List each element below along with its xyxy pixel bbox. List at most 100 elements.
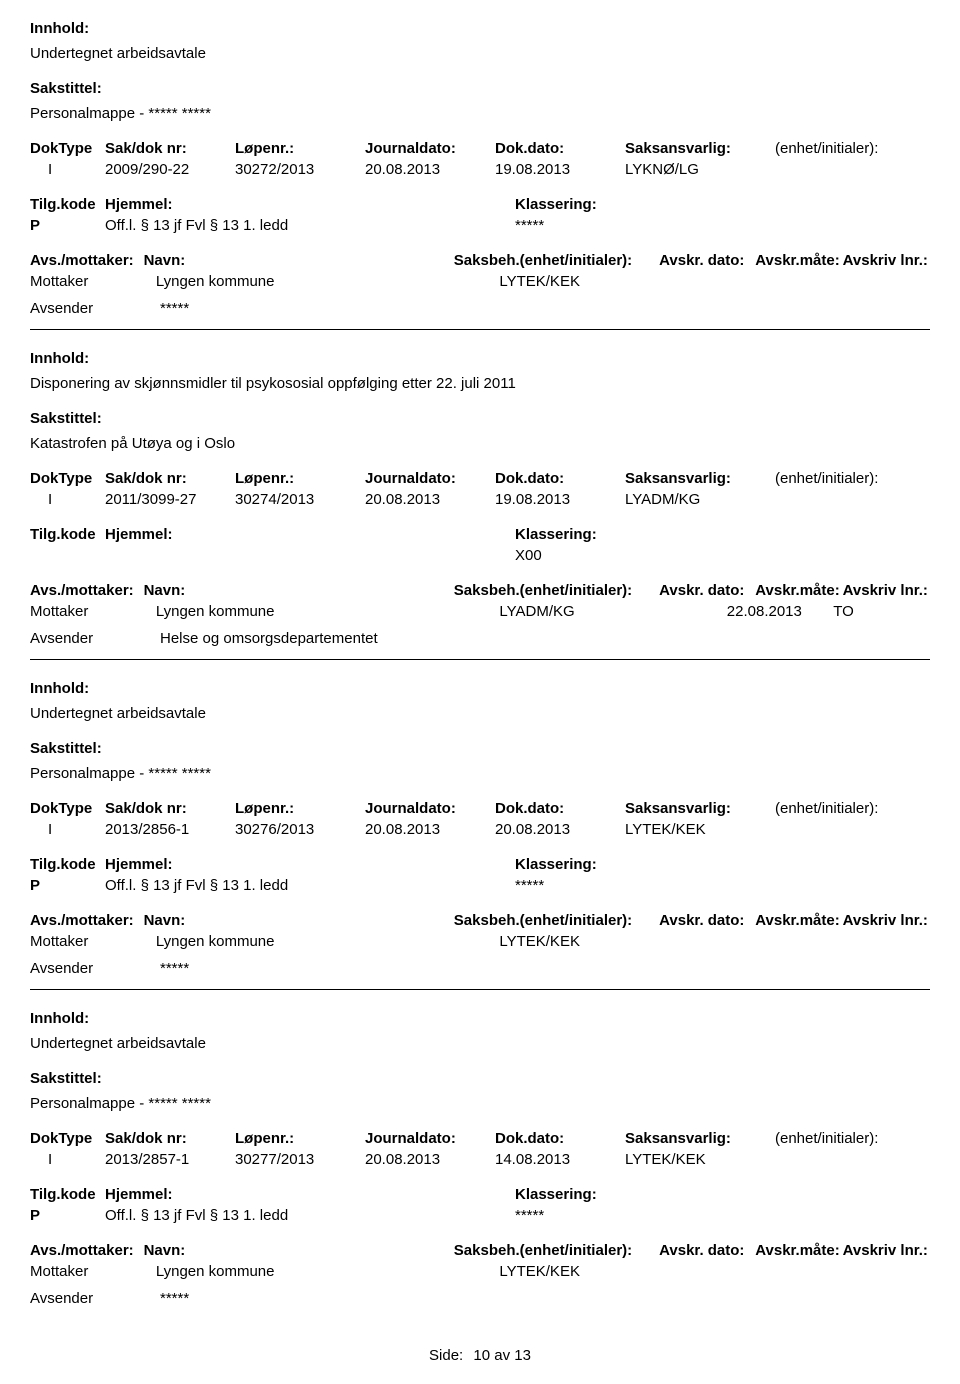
tilgkode-label: Tilg.kode: [30, 1186, 105, 1203]
innhold-value: Disponering av skjønnsmidler til psykoso…: [30, 375, 930, 392]
sakdok-value: 2013/2856-1: [105, 821, 235, 838]
lopenr-label: Løpenr.:: [235, 800, 365, 817]
tilg-data-row: P Off.l. § 13 jf Fvl § 13 1. ledd *****: [30, 217, 930, 234]
innhold-value: Undertegnet arbeidsavtale: [30, 45, 930, 62]
navn-label: Navn:: [144, 912, 454, 929]
hjemmel-value: Off.l. § 13 jf Fvl § 13 1. ledd: [105, 1207, 515, 1224]
dok-header-row: DokType Sak/dok nr: Løpenr.: Journaldato…: [30, 140, 930, 157]
sakstittel-value: Personalmappe - ***** *****: [30, 1095, 930, 1112]
dokdato-value: 20.08.2013: [495, 821, 625, 838]
dok-data-row: I 2009/290-22 30272/2013 20.08.2013 19.0…: [30, 161, 930, 178]
innhold-value: Undertegnet arbeidsavtale: [30, 1035, 930, 1052]
tilg-header-row: Tilg.kode Hjemmel: Klassering:: [30, 526, 930, 543]
doktype-label: DokType: [30, 800, 105, 817]
tilg-header-row: Tilg.kode Hjemmel: Klassering:: [30, 196, 930, 213]
navn-label: Navn:: [144, 252, 454, 269]
tilg-header-row: Tilg.kode Hjemmel: Klassering:: [30, 1186, 930, 1203]
doktype-label: DokType: [30, 1130, 105, 1147]
avs-header-row: Avs./mottaker: Navn: Saksbeh.(enhet/init…: [30, 1242, 930, 1259]
mottaker-avskrmate: TO: [833, 603, 930, 620]
record: Innhold: Disponering av skjønnsmidler ti…: [30, 350, 930, 660]
journaldato-label: Journaldato:: [365, 140, 495, 157]
lopenr-label: Løpenr.:: [235, 1130, 365, 1147]
page-current: 10: [473, 1347, 490, 1364]
dokdato-value: 19.08.2013: [495, 491, 625, 508]
mottaker-navn: Lyngen kommune: [156, 933, 500, 950]
saksansvarlig-label: Saksansvarlig:: [625, 800, 775, 817]
klassering-value: *****: [515, 877, 715, 894]
navn-label: Navn:: [144, 582, 454, 599]
saksansvarlig-label: Saksansvarlig:: [625, 140, 775, 157]
klassering-label: Klassering:: [515, 856, 715, 873]
saksbeh-label: Saksbeh.(enhet/initialer):: [454, 1242, 659, 1259]
tilgkode-value: P: [30, 1207, 105, 1224]
mottaker-saksbeh: LYTEK/KEK: [499, 1263, 726, 1280]
avskrlnr-label: Avskriv lnr.:: [843, 582, 930, 599]
avskrmate-label: Avskr.måte:: [755, 582, 842, 599]
tilg-data-row: P Off.l. § 13 jf Fvl § 13 1. ledd *****: [30, 1207, 930, 1224]
mottaker-label: Mottaker: [30, 603, 156, 620]
mottaker-avskrdato: 22.08.2013: [727, 603, 833, 620]
mottaker-navn: Lyngen kommune: [156, 273, 500, 290]
saksansvarlig-value: LYKNØ/LG: [625, 161, 775, 178]
record-divider: [30, 659, 930, 660]
dok-header-row: DokType Sak/dok nr: Løpenr.: Journaldato…: [30, 470, 930, 487]
mottaker-row: Mottaker Lyngen kommune LYADM/KG 22.08.2…: [30, 603, 930, 620]
record: Innhold: Undertegnet arbeidsavtale Sakst…: [30, 1010, 930, 1307]
klassering-label: Klassering:: [515, 1186, 715, 1203]
lopenr-label: Løpenr.:: [235, 140, 365, 157]
avskrlnr-label: Avskriv lnr.:: [843, 912, 930, 929]
avsender-navn: Helse og omsorgsdepartementet: [160, 630, 515, 647]
mottaker-row: Mottaker Lyngen kommune LYTEK/KEK: [30, 273, 930, 290]
mottaker-avskrdato: [727, 933, 833, 950]
innhold-label: Innhold:: [30, 680, 930, 697]
dokdato-value: 14.08.2013: [495, 1151, 625, 1168]
lopenr-label: Løpenr.:: [235, 470, 365, 487]
mottaker-avskrmate: [833, 273, 930, 290]
klassering-label: Klassering:: [515, 526, 715, 543]
avsender-label: Avsender: [30, 960, 160, 977]
hjemmel-value: [105, 547, 515, 564]
dok-header-row: DokType Sak/dok nr: Løpenr.: Journaldato…: [30, 800, 930, 817]
avsender-row: Avsender *****: [30, 960, 930, 977]
tilgkode-label: Tilg.kode: [30, 526, 105, 543]
tilgkode-label: Tilg.kode: [30, 856, 105, 873]
record: Innhold: Undertegnet arbeidsavtale Sakst…: [30, 680, 930, 990]
saksansvarlig-value: LYADM/KG: [625, 491, 775, 508]
sakdok-label: Sak/dok nr:: [105, 470, 235, 487]
tilg-header-row: Tilg.kode Hjemmel: Klassering:: [30, 856, 930, 873]
doktype-value: I: [30, 1151, 105, 1168]
enhet-value: [775, 491, 925, 508]
hjemmel-value: Off.l. § 13 jf Fvl § 13 1. ledd: [105, 877, 515, 894]
page-total: 13: [514, 1347, 531, 1364]
dok-data-row: I 2013/2857-1 30277/2013 20.08.2013 14.0…: [30, 1151, 930, 1168]
mottaker-avskrdato: [727, 1263, 833, 1280]
avskrmate-label: Avskr.måte:: [755, 1242, 842, 1259]
sakdok-value: 2013/2857-1: [105, 1151, 235, 1168]
saksansvarlig-value: LYTEK/KEK: [625, 821, 775, 838]
dok-data-row: I 2013/2856-1 30276/2013 20.08.2013 20.0…: [30, 821, 930, 838]
tilg-data-row: X00: [30, 547, 930, 564]
journaldato-value: 20.08.2013: [365, 161, 495, 178]
mottaker-navn: Lyngen kommune: [156, 603, 500, 620]
tilgkode-label: Tilg.kode: [30, 196, 105, 213]
enhet-label: (enhet/initialer):: [775, 470, 925, 487]
tilgkode-value: P: [30, 217, 105, 234]
doktype-value: I: [30, 821, 105, 838]
sakdok-label: Sak/dok nr:: [105, 1130, 235, 1147]
klassering-label: Klassering:: [515, 196, 715, 213]
avs-header-row: Avs./mottaker: Navn: Saksbeh.(enhet/init…: [30, 912, 930, 929]
enhet-value: [775, 161, 925, 178]
dokdato-label: Dok.dato:: [495, 800, 625, 817]
avskrmate-label: Avskr.måte:: [755, 252, 842, 269]
journaldato-label: Journaldato:: [365, 800, 495, 817]
doktype-label: DokType: [30, 140, 105, 157]
mottaker-avskrmate: [833, 1263, 930, 1280]
saksbeh-label: Saksbeh.(enhet/initialer):: [454, 912, 659, 929]
saksansvarlig-value: LYTEK/KEK: [625, 1151, 775, 1168]
journaldato-value: 20.08.2013: [365, 1151, 495, 1168]
saksansvarlig-label: Saksansvarlig:: [625, 1130, 775, 1147]
doktype-value: I: [30, 491, 105, 508]
mottaker-row: Mottaker Lyngen kommune LYTEK/KEK: [30, 1263, 930, 1280]
journaldato-value: 20.08.2013: [365, 821, 495, 838]
